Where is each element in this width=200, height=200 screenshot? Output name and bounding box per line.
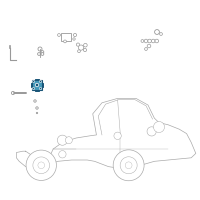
Circle shape <box>57 135 67 145</box>
Circle shape <box>78 50 80 53</box>
Circle shape <box>11 91 15 95</box>
Circle shape <box>125 162 132 169</box>
Circle shape <box>38 162 45 169</box>
Circle shape <box>113 150 144 181</box>
Circle shape <box>34 100 36 102</box>
Circle shape <box>41 53 44 55</box>
Circle shape <box>35 83 39 87</box>
Circle shape <box>32 87 35 90</box>
Circle shape <box>147 44 151 48</box>
Circle shape <box>32 80 35 83</box>
Bar <box>35 87 39 91</box>
Circle shape <box>141 40 144 42</box>
Circle shape <box>160 33 162 35</box>
Circle shape <box>155 39 159 43</box>
Circle shape <box>33 157 50 174</box>
Circle shape <box>84 43 87 47</box>
Circle shape <box>153 121 165 133</box>
Circle shape <box>39 80 42 83</box>
Circle shape <box>151 39 155 43</box>
Polygon shape <box>16 98 196 169</box>
Circle shape <box>58 34 60 36</box>
Circle shape <box>83 48 87 52</box>
Circle shape <box>36 112 38 114</box>
Circle shape <box>64 40 66 43</box>
Bar <box>35 79 39 83</box>
Circle shape <box>114 132 121 139</box>
Bar <box>32 80 42 90</box>
Circle shape <box>144 39 148 43</box>
Circle shape <box>73 33 77 37</box>
Circle shape <box>145 48 147 50</box>
Circle shape <box>148 39 151 43</box>
Circle shape <box>120 157 137 174</box>
Bar <box>39 83 43 87</box>
Bar <box>31 83 35 87</box>
Circle shape <box>26 150 56 180</box>
Circle shape <box>39 87 42 90</box>
Circle shape <box>38 47 42 51</box>
Circle shape <box>36 107 38 109</box>
Bar <box>61 33 71 41</box>
Circle shape <box>76 43 80 46</box>
Circle shape <box>41 51 44 53</box>
Circle shape <box>59 151 66 158</box>
Circle shape <box>155 30 159 34</box>
Circle shape <box>78 45 84 50</box>
Circle shape <box>65 137 72 144</box>
Circle shape <box>38 53 40 55</box>
Circle shape <box>147 127 156 136</box>
Circle shape <box>73 38 75 40</box>
